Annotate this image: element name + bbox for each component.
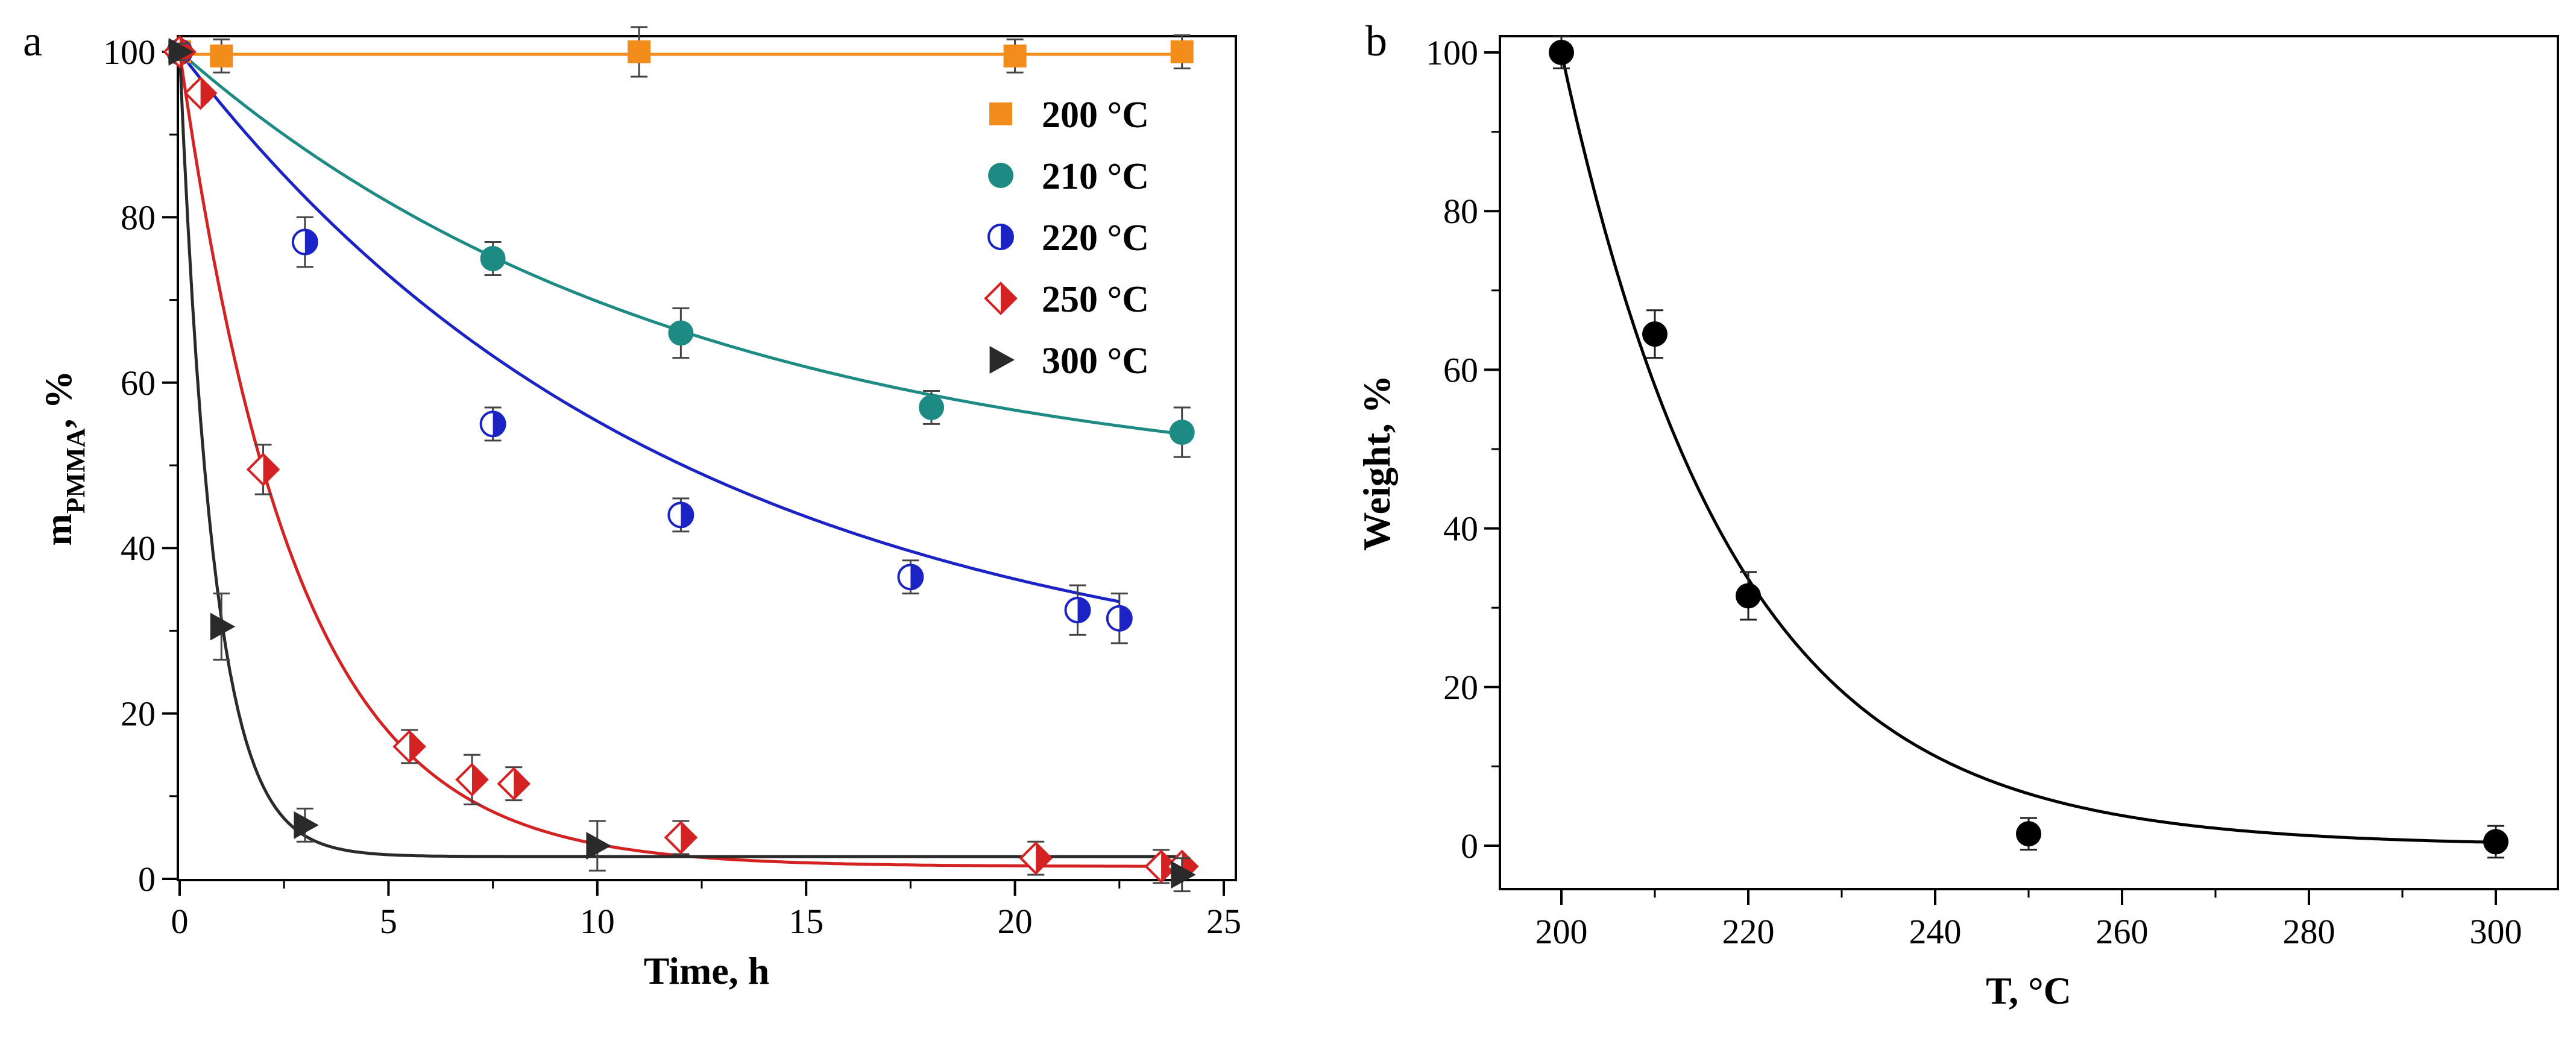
b-x-tick-label: 220 [1722,912,1775,951]
legend-label-1: 210 °C [1042,156,1149,197]
a-data-point-series-1 [668,320,694,346]
panel-a-ticks: 0 5 10 15 20 25 0 20 40 60 80 100 [103,33,1241,941]
a-data-point-series-2 [291,228,318,256]
a-y-tick-label: 40 [121,529,156,568]
legend-marker-3 [984,282,1018,315]
a-data-point-series-0 [1003,44,1027,68]
panel-a-legend: 200 °C 210 °C 220 °C 250 °C 300 °C [984,95,1149,382]
panel-a-y-axis-title-sub: PMMA [61,428,90,514]
panel-a-plot-frame [177,35,1237,881]
panel-a-fit-curves [178,51,1183,868]
a-fit-curve-series-1 [178,51,1183,436]
a-data-point-series-3 [1019,841,1053,875]
a-x-tick-label: 10 [580,902,615,941]
panel-b-label: b [1365,17,1387,65]
a-data-point-series-4 [1171,861,1196,889]
panel-b-data-points [1549,36,2508,859]
b-data-point-series-0 [2483,829,2508,855]
a-x-tick-label: 15 [789,902,824,941]
a-data-point-series-3 [246,453,280,486]
a-y-tick-label: 60 [121,363,156,403]
panel-a-y-axis-title-suffix: , % [37,370,80,428]
a-data-point-series-3 [455,763,489,797]
b-x-tick-label: 200 [1535,912,1588,951]
panel-a-y-axis-title: mPMMA, % [37,370,90,546]
b-data-point-series-0 [1642,321,1667,347]
panel-b-fit-curve [1560,52,2496,844]
a-data-point-series-1 [919,394,945,420]
a-data-point-series-4 [294,811,319,839]
b-x-tick-label: 240 [1909,912,1962,951]
b-y-tick-label: 80 [1443,192,1478,231]
panel-b-plot-frame [1499,35,2559,890]
panel-b: b 200 220 240 260 280 300 0 20 40 60 80 100 T, °C W… [1355,17,2559,1012]
panel-a-y-axis-title-main: m [37,514,80,546]
legend-marker-4 [989,346,1015,374]
a-data-point-series-1 [480,246,506,271]
legend-label-3: 250 °C [1042,279,1149,320]
panel-b-x-axis-title: T, °C [1986,969,2071,1012]
a-y-tick-label: 20 [121,694,156,734]
b-y-tick-label: 20 [1443,668,1478,707]
b-y-tick-label: 0 [1461,826,1478,866]
b-y-tick-label: 60 [1443,350,1478,389]
legend-entry-3: 250 °C [984,279,1149,320]
a-data-point-series-4 [210,612,236,641]
panel-b-ticks: 200 220 240 260 280 300 0 20 40 60 80 100 [1426,33,2522,951]
b-x-tick-label: 280 [2283,912,2335,951]
a-y-tick-label: 0 [138,860,156,899]
a-data-point-series-2 [667,502,694,529]
legend-label-4: 300 °C [1042,341,1149,382]
panel-a-data-points [163,26,1199,893]
a-x-tick-label: 20 [998,902,1033,941]
a-data-point-series-0 [210,44,233,68]
a-y-tick-label: 100 [103,33,156,72]
panel-a-x-axis-title: Time, h [644,949,770,992]
b-y-tick-label: 100 [1426,33,1478,72]
legend-entry-4: 300 °C [989,341,1149,382]
a-y-tick-label: 80 [121,198,156,237]
b-x-tick-label: 260 [2096,912,2149,951]
b-data-point-series-0 [1736,583,1761,609]
legend-label-0: 200 °C [1042,95,1149,136]
a-fit-curve-series-3 [178,51,1182,868]
a-data-point-series-0 [628,40,651,63]
a-data-point-series-3 [183,76,218,110]
b-data-point-series-0 [2016,821,2041,847]
a-data-point-series-3 [664,820,698,855]
legend-entry-0: 200 °C [989,95,1149,136]
panel-a: a 0 5 10 15 20 25 0 20 40 60 80 100 Time, h mPMMA, … [23,17,1241,992]
a-data-point-series-3 [392,729,426,764]
b-x-tick-label: 300 [2470,912,2522,951]
legend-marker-1 [988,163,1013,188]
legend-label-2: 220 °C [1042,218,1149,259]
a-data-point-series-4 [586,832,611,860]
a-x-tick-label: 5 [380,902,397,941]
a-data-point-series-2 [897,564,924,591]
a-data-point-series-2 [479,410,506,438]
a-x-tick-label: 0 [171,902,189,941]
b-fit-curve-series-0 [1560,52,2496,844]
a-data-point-series-1 [1169,420,1195,445]
a-data-point-series-4 [168,38,194,66]
a-data-point-series-3 [497,767,531,801]
a-data-point-series-2 [1106,605,1133,632]
a-fit-curve-series-4 [178,51,1182,858]
panel-a-label: a [23,17,42,65]
a-x-tick-label: 25 [1206,902,1241,941]
b-y-tick-label: 40 [1443,509,1478,549]
panel-b-y-axis-title: Weight, % [1355,375,1398,551]
legend-marker-2 [987,224,1014,250]
legend-entry-2: 220 °C [987,218,1149,259]
a-data-point-series-0 [1170,40,1194,63]
a-fit-curve-series-2 [178,51,1120,603]
a-data-point-series-2 [1064,597,1091,624]
legend-entry-1: 210 °C [988,156,1149,197]
b-data-point-series-0 [1549,40,1574,65]
legend-marker-0 [989,102,1012,125]
